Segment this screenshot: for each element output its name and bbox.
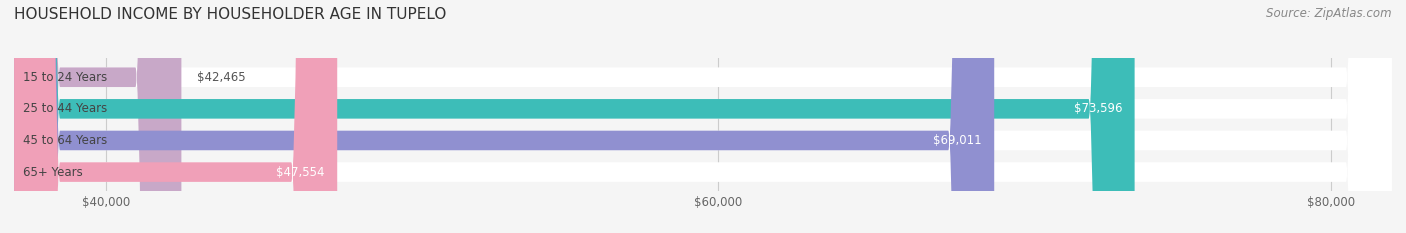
Text: 15 to 24 Years: 15 to 24 Years <box>24 71 107 84</box>
Text: $69,011: $69,011 <box>934 134 981 147</box>
FancyBboxPatch shape <box>14 0 1392 233</box>
FancyBboxPatch shape <box>14 0 1135 233</box>
Text: 65+ Years: 65+ Years <box>24 166 83 178</box>
FancyBboxPatch shape <box>14 0 181 233</box>
Text: 45 to 64 Years: 45 to 64 Years <box>24 134 107 147</box>
Text: Source: ZipAtlas.com: Source: ZipAtlas.com <box>1267 7 1392 20</box>
FancyBboxPatch shape <box>14 0 1392 233</box>
Text: $47,554: $47,554 <box>277 166 325 178</box>
Text: $42,465: $42,465 <box>197 71 245 84</box>
Text: $73,596: $73,596 <box>1074 102 1122 115</box>
FancyBboxPatch shape <box>14 0 1392 233</box>
Text: HOUSEHOLD INCOME BY HOUSEHOLDER AGE IN TUPELO: HOUSEHOLD INCOME BY HOUSEHOLDER AGE IN T… <box>14 7 447 22</box>
FancyBboxPatch shape <box>14 0 337 233</box>
Text: 25 to 44 Years: 25 to 44 Years <box>24 102 107 115</box>
FancyBboxPatch shape <box>14 0 1392 233</box>
FancyBboxPatch shape <box>14 0 994 233</box>
